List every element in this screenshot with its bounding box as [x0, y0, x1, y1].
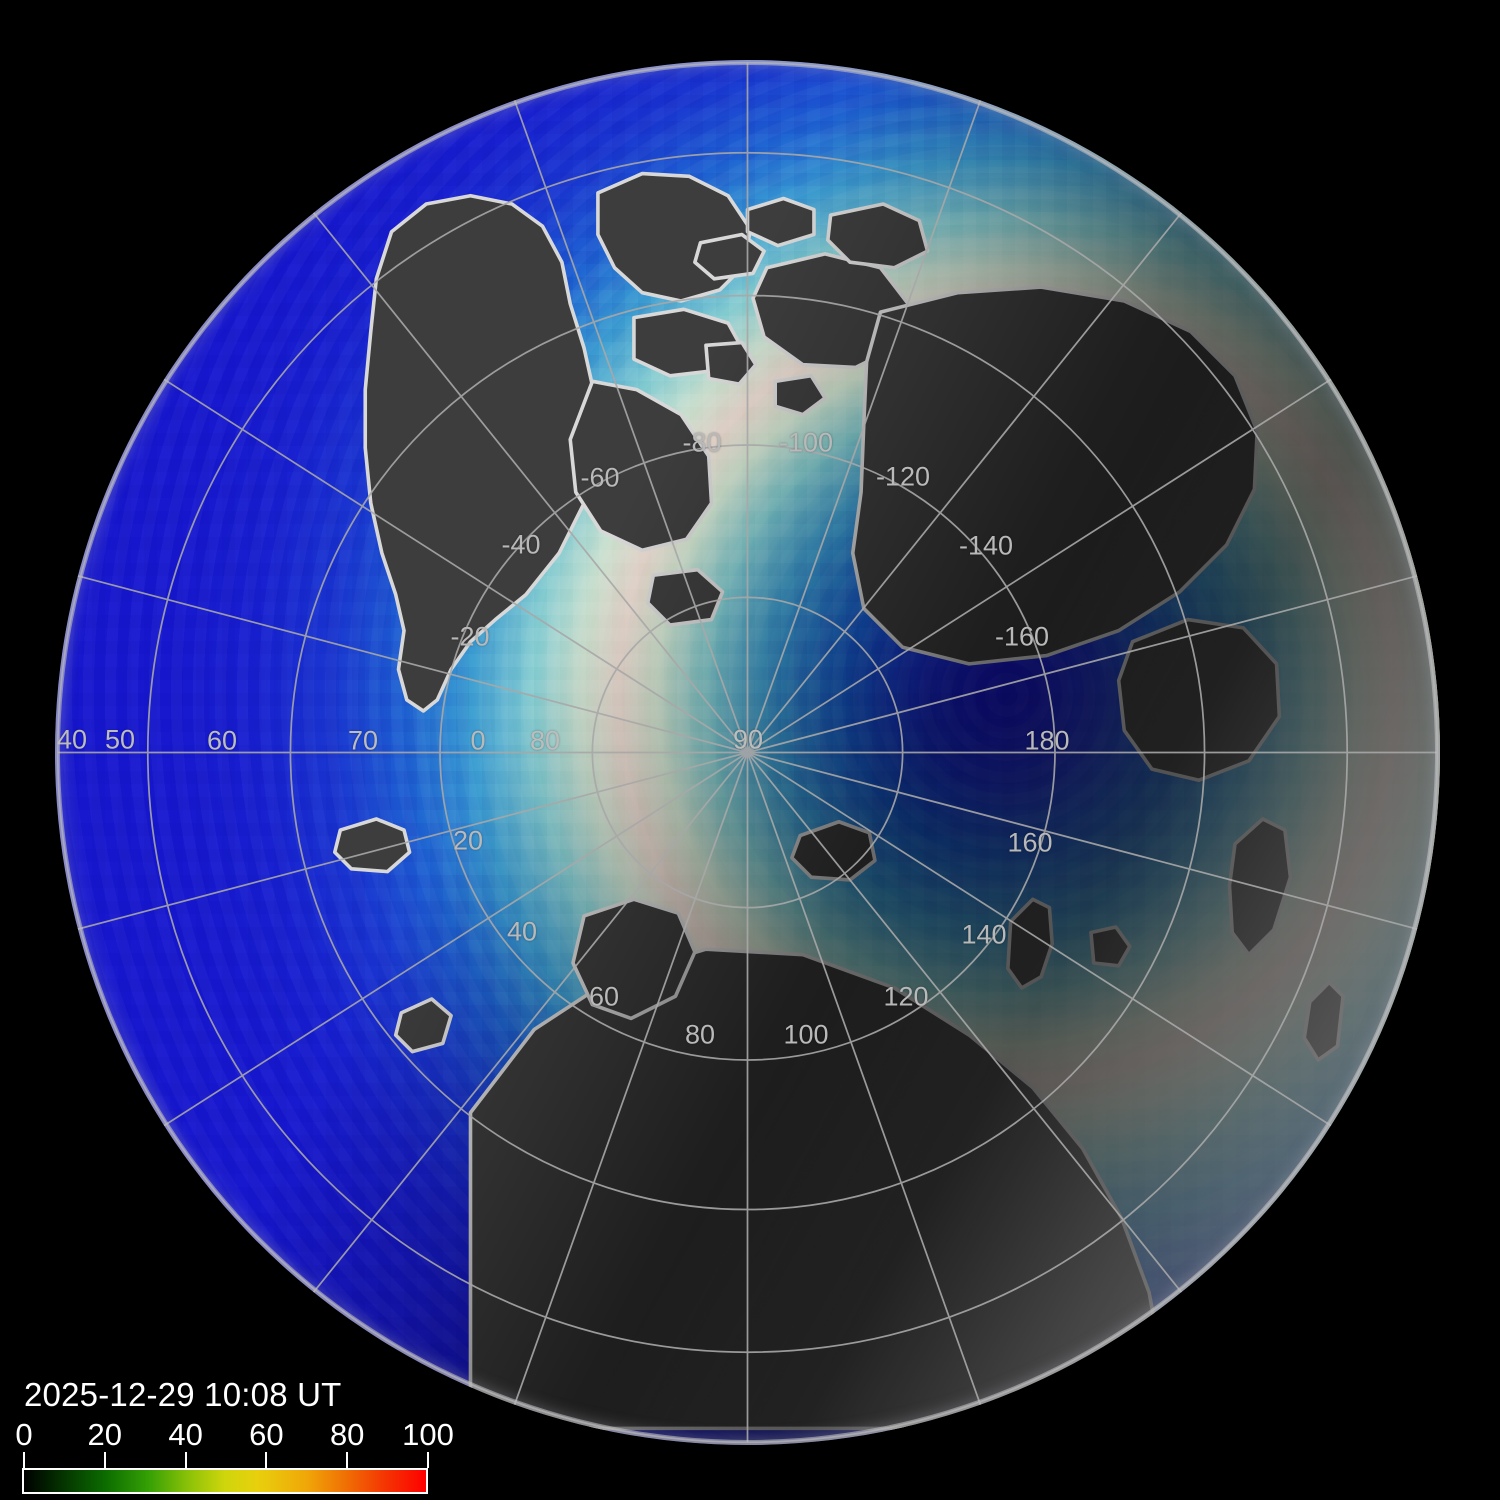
latitude-label-50: 50	[104, 724, 136, 755]
longitude-label-neg120: -120	[875, 461, 931, 492]
longitude-label-140: 140	[961, 919, 1007, 950]
latitude-label-80: 80	[529, 725, 561, 756]
longitude-label-neg20: -20	[450, 621, 490, 652]
colorbar	[22, 1468, 428, 1494]
latitude-label-90: 90	[732, 724, 764, 755]
longitude-label-120: 120	[883, 981, 929, 1012]
longitude-label-neg40: -40	[501, 529, 541, 560]
colorbar-tick-0	[23, 1452, 25, 1468]
colorbar-tick-100	[427, 1452, 429, 1468]
longitude-label-neg80: -80	[682, 427, 722, 458]
colorbar-label-0: 0	[15, 1417, 33, 1452]
colorbar-label-80: 80	[329, 1417, 365, 1452]
longitude-label-neg100: -100	[778, 427, 834, 458]
latitude-label-70: 70	[347, 725, 379, 756]
colorbar-tick-20	[103, 1452, 106, 1468]
colorbar-tick-60	[265, 1452, 268, 1468]
longitude-label-20: 20	[452, 825, 484, 856]
longitude-label-0: 0	[470, 725, 486, 756]
timestamp-label: 2025-12-29 10:08 UT	[24, 1376, 342, 1413]
colorbar-tick-40	[184, 1452, 187, 1468]
longitude-label-180: 180	[1024, 725, 1070, 756]
longitude-label-neg60: -60	[580, 462, 620, 493]
longitude-label-80: 80	[684, 1019, 716, 1050]
longitude-label-neg160: -160	[994, 621, 1050, 652]
colorbar-label-20: 20	[87, 1417, 123, 1452]
colorbar-label-100: 100	[402, 1417, 454, 1452]
longitude-label-60: 60	[588, 981, 620, 1012]
longitude-label-40: 40	[506, 916, 538, 947]
longitude-label-neg140: -140	[958, 530, 1014, 561]
longitude-label-100: 100	[783, 1019, 829, 1050]
colorbar-tick-80	[346, 1452, 349, 1468]
latitude-label-40: 40	[56, 724, 88, 755]
latitude-label-60: 60	[206, 725, 238, 756]
longitude-label-160: 160	[1007, 827, 1053, 858]
colorbar-label-60: 60	[249, 1417, 284, 1452]
colorbar-label-40: 40	[168, 1417, 203, 1452]
